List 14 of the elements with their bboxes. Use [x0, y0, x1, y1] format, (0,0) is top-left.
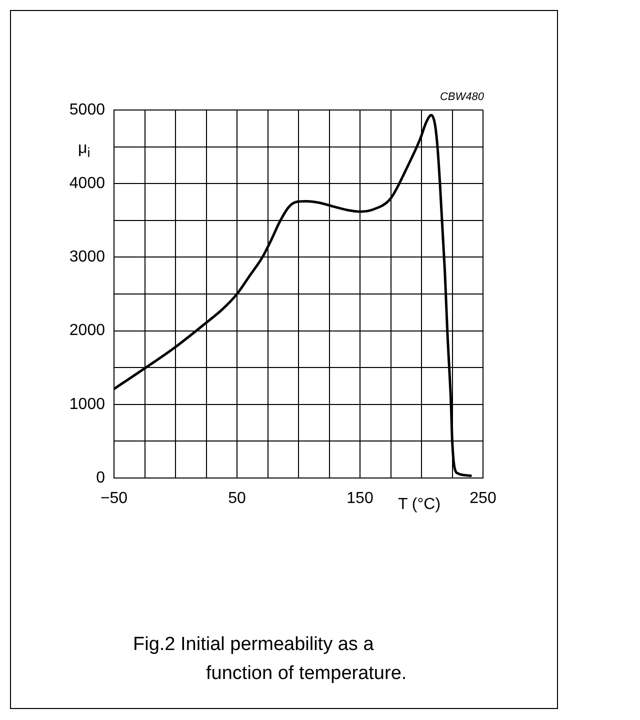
y-axis-title: μ$_{i}$ — [78, 140, 90, 160]
y-tick-label: 0 — [96, 469, 106, 486]
text: CBW480 — [438, 91, 484, 103]
y-tick-label: 2000 — [69, 322, 106, 340]
y-tick-label: 1000 — [69, 396, 106, 413]
x-tick-label: −50 — [100, 490, 128, 508]
x-tick-label: 150 — [346, 490, 374, 508]
y-tick-label: 5000 — [69, 101, 106, 118]
y-tick-label: 3000 — [69, 248, 106, 266]
y-tick-label: 4000 — [69, 175, 106, 192]
x-axis-title: T (°C) — [398, 496, 441, 514]
caption: Fig.2 Initial permeability as a function of temperature. — [133, 633, 408, 686]
x-tick-label: 250 — [470, 490, 496, 508]
x-tick-label: 50 — [228, 490, 246, 508]
